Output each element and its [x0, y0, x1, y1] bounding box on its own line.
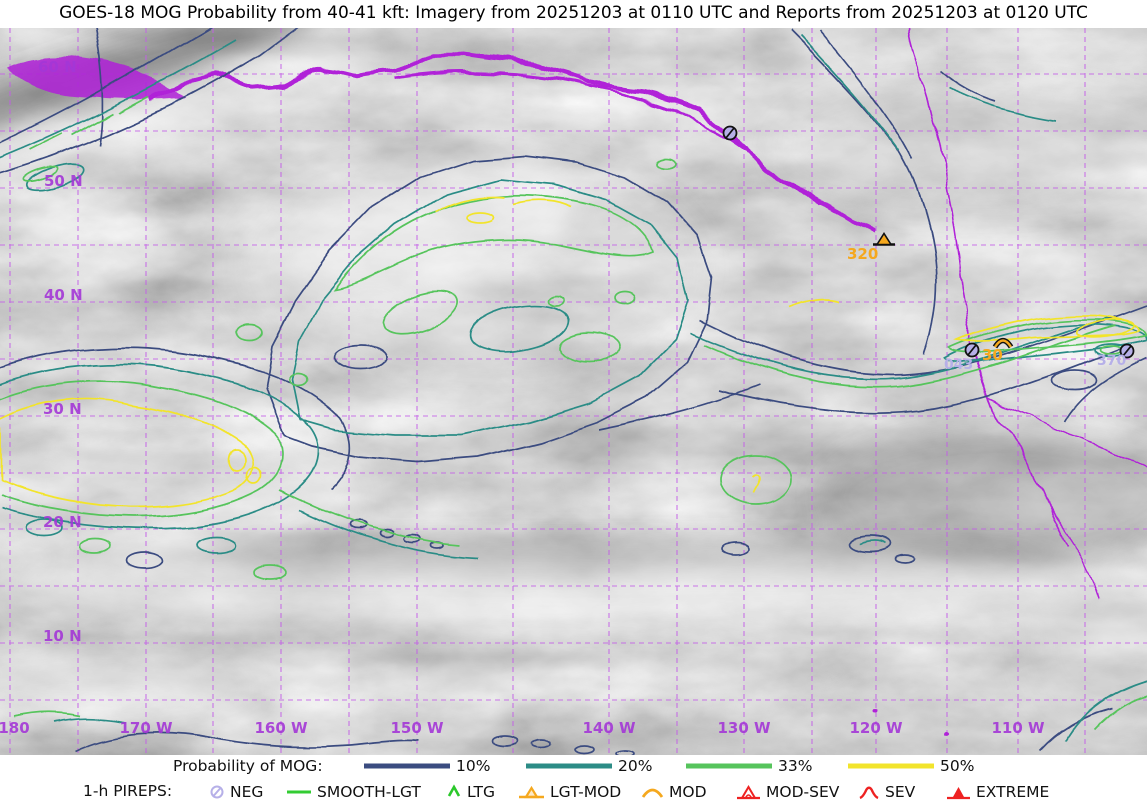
prob-50-label: 50% — [940, 757, 975, 775]
legend-item-neg: NEG — [209, 782, 263, 802]
map-canvas: 320 043 30 370 60 N 50 N 40 N 30 N 20 N … — [0, 1, 1147, 758]
lon-label: 180 — [0, 719, 30, 737]
map-svg: 320 043 30 370 60 N 50 N 40 N 30 N 20 N … — [0, 1, 1147, 758]
contours-20pct — [0, 34, 1147, 741]
contours-33pct — [0, 95, 1147, 731]
sev-label: SEV — [885, 783, 916, 801]
lon-label: 160 W — [254, 719, 308, 737]
prob-10-label: 10% — [456, 757, 491, 775]
graticule-grid — [0, 28, 1147, 755]
pirep-lgt-mod-marker — [873, 232, 895, 246]
mod-sev-icon — [737, 785, 760, 800]
extreme-label: EXTREME — [976, 783, 1050, 801]
legend-item-sev: SEV — [858, 782, 915, 802]
sev-icon — [859, 786, 879, 800]
probability-contours — [0, 24, 1147, 758]
prob-20-line-icon — [526, 763, 612, 769]
probability-legend-row: Probability of MOG: 10% 20% 33% 50% — [0, 757, 1147, 781]
pirep-mod-marker — [992, 337, 1014, 349]
page-title: GOES-18 MOG Probability from 40-41 kft: … — [59, 3, 1088, 23]
mod-sev-label: MOD-SEV — [766, 783, 840, 801]
lon-label: 120 W — [849, 719, 903, 737]
legend-item-extreme: EXTREME — [946, 782, 1049, 802]
lat-label: 60 N — [38, 58, 77, 76]
smooth-lgt-icon — [287, 790, 311, 794]
coastline-layer — [8, 27, 1147, 738]
mod-label: MOD — [669, 783, 707, 801]
ltg-label: LTG — [467, 783, 495, 801]
legend: Probability of MOG: 10% 20% 33% 50% 1-h — [0, 755, 1147, 808]
pirep-flight-level-label: 370 — [1097, 353, 1126, 369]
contours-50pct — [0, 196, 1140, 508]
prob-33-label: 33% — [778, 757, 813, 775]
pireps-legend-title: 1-h PIREPS: — [83, 782, 173, 800]
prob-10-line-icon — [364, 763, 450, 769]
legend-item-smooth-lgt: SMOOTH-LGT — [286, 782, 421, 802]
extreme-icon — [947, 786, 970, 800]
pirep-flight-level-label: 320 — [847, 245, 878, 263]
lat-label: 10 N — [43, 627, 82, 645]
pirep-flight-level-label: 30 — [982, 346, 1003, 364]
pirep-neg-marker — [1119, 343, 1135, 359]
lat-label: 20 N — [43, 513, 82, 531]
pirep-markers: 320 043 30 370 — [722, 125, 1135, 373]
smooth-lgt-label: SMOOTH-LGT — [317, 783, 421, 801]
lat-label: 40 N — [44, 286, 83, 304]
neg-label: NEG — [230, 783, 264, 801]
lat-label: 50 N — [44, 172, 83, 190]
lon-label: 170 W — [119, 719, 173, 737]
neg-icon — [210, 785, 224, 799]
lgt-mod-icon — [519, 785, 544, 799]
prob-33-line-icon — [686, 763, 772, 769]
legend-item-mod-sev: MOD-SEV — [736, 782, 839, 802]
pirep-neg-marker — [964, 342, 980, 358]
lon-label: 140 W — [582, 719, 636, 737]
pireps-legend-row: 1-h PIREPS: NEG SMOOTH-LGT LTG — [0, 782, 1147, 806]
legend-item-prob-20: 20% — [525, 757, 652, 775]
legend-item-prob-10: 10% — [363, 757, 490, 775]
pirep-flight-level-label: 043 — [944, 357, 973, 373]
legend-item-prob-33: 33% — [685, 757, 812, 775]
prob-50-line-icon — [848, 763, 934, 769]
lon-label: 150 W — [390, 719, 444, 737]
mod-icon — [641, 788, 664, 798]
prob-20-label: 20% — [618, 757, 653, 775]
graticule-labels: 60 N 50 N 40 N 30 N 20 N 10 N 180 170 W … — [0, 58, 1045, 737]
lon-label: 130 W — [717, 719, 771, 737]
pirep-neg-marker — [722, 125, 738, 141]
legend-item-ltg: LTG — [446, 782, 495, 802]
ltg-icon — [447, 784, 461, 797]
lgt-mod-label: LGT-MOD — [550, 783, 622, 801]
lat-label: 30 N — [43, 400, 82, 418]
satellite-imagery-layer — [0, 1, 1147, 755]
legend-item-mod: MOD — [641, 782, 707, 802]
contours-10pct — [0, 24, 1147, 758]
lon-label: 110 W — [991, 719, 1045, 737]
probability-legend-title: Probability of MOG: — [173, 757, 323, 775]
legend-item-prob-50: 50% — [847, 757, 974, 775]
legend-item-lgt-mod: LGT-MOD — [518, 782, 621, 802]
